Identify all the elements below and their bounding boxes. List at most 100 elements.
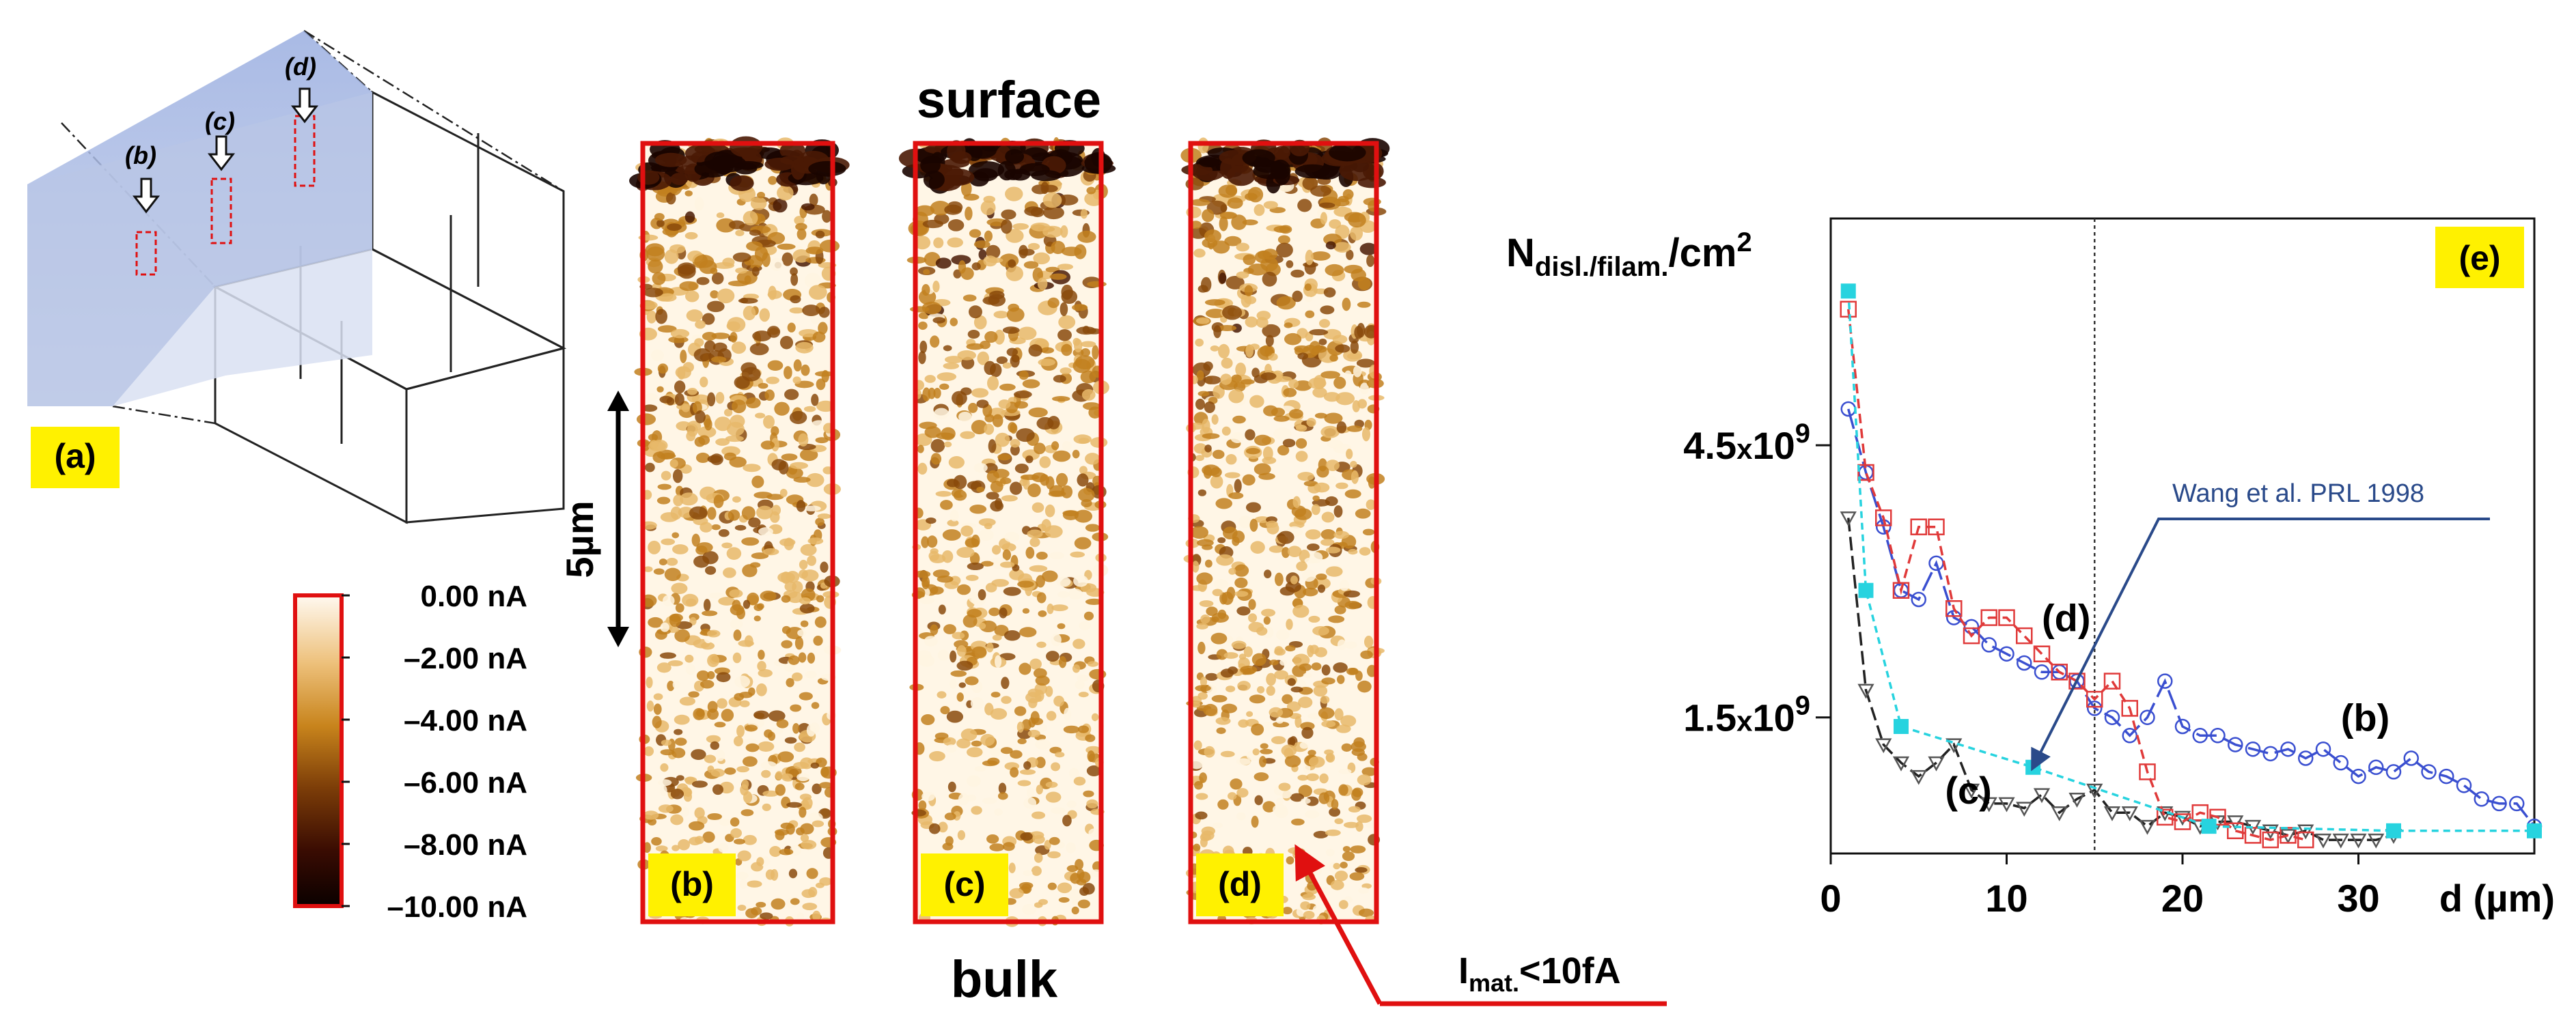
- map-speckle: [1075, 680, 1085, 690]
- map-speckle: [986, 834, 999, 844]
- map-speckle: [1027, 483, 1041, 498]
- map-speckle: [1034, 853, 1043, 863]
- map-speckle: [711, 272, 724, 285]
- data-point: [2210, 728, 2226, 744]
- map-speckle: [684, 211, 695, 223]
- map-speckle: [1338, 900, 1348, 909]
- map-speckle: [1010, 444, 1020, 456]
- map-speckle: [923, 170, 945, 189]
- map-speckle: [1215, 717, 1231, 725]
- data-point: [1857, 464, 1874, 481]
- map-speckle: [741, 506, 756, 520]
- map-speckle: [1355, 866, 1368, 873]
- map-speckle: [799, 559, 808, 570]
- map-speckle: [1195, 793, 1208, 800]
- map-speckle: [1055, 472, 1068, 487]
- map-speckle: [696, 277, 710, 285]
- map-speckle: [943, 345, 952, 352]
- map-speckle: [797, 629, 807, 637]
- map-speckle: [1359, 547, 1371, 556]
- map-speckle: [944, 356, 963, 364]
- map-speckle: [1275, 717, 1284, 724]
- map-speckle: [816, 378, 826, 391]
- x-tick-label: 0: [1820, 877, 1841, 920]
- map-speckle: [997, 792, 1008, 800]
- data-point: [2262, 824, 2279, 840]
- map-speckle: [1358, 908, 1374, 918]
- map-speckle: [777, 243, 796, 250]
- map-speckle: [1196, 539, 1214, 547]
- map-speckle: [689, 506, 708, 520]
- map-speckle: [1199, 772, 1207, 783]
- map-speckle: [653, 703, 662, 715]
- x-tick-label: 20: [2161, 877, 2204, 920]
- map-speckle: [1300, 901, 1311, 910]
- map-speckle: [1193, 843, 1201, 851]
- map-speckle: [1292, 496, 1301, 509]
- map-speckle: [1357, 399, 1368, 409]
- map-speckle: [695, 836, 704, 845]
- data-point: [1963, 783, 1980, 799]
- data-point: [2280, 741, 2296, 757]
- map-speckle: [750, 197, 767, 210]
- map-speckle: [956, 584, 971, 595]
- data-point: [1875, 738, 1892, 754]
- map-speckle: [1338, 195, 1349, 203]
- map-speckle: [699, 259, 717, 274]
- map-speckle: [920, 156, 941, 174]
- map-speckle: [1049, 836, 1060, 845]
- map-speckle: [684, 190, 693, 197]
- map-speckle: [722, 257, 735, 267]
- map-speckle: [984, 331, 998, 343]
- probe-arrow-c-icon: [207, 135, 236, 171]
- map-speckle: [1204, 299, 1225, 306]
- map-speckle: [1051, 441, 1060, 451]
- map-speckle: [715, 438, 730, 446]
- map-speckle: [958, 260, 967, 274]
- map-speckle: [768, 710, 786, 722]
- plot-area: [1829, 217, 2536, 855]
- map-speckle: [1300, 722, 1315, 731]
- map-speckle: [1294, 164, 1330, 179]
- map-speckle: [1011, 354, 1020, 363]
- map-speckle: [1321, 664, 1331, 676]
- map-speckle: [1204, 401, 1215, 413]
- map-speckle: [945, 744, 957, 753]
- map-speckle: [702, 831, 715, 843]
- map-speckle: [989, 843, 1005, 851]
- map-speckle: [1312, 495, 1320, 501]
- map-speckle: [786, 467, 803, 479]
- map-speckle: [795, 341, 814, 354]
- map-speckle: [646, 677, 653, 688]
- map-speckle: [935, 257, 952, 269]
- marker-label-c: (c): [205, 107, 235, 135]
- map-speckle: [1260, 257, 1279, 272]
- map-speckle: [1216, 554, 1234, 566]
- map-speckle: [969, 160, 1005, 179]
- map-speckle: [670, 789, 684, 800]
- map-speckle: [962, 294, 977, 302]
- map-speckle: [1342, 845, 1351, 853]
- map-speckle: [734, 675, 751, 688]
- map-speckle: [709, 592, 724, 599]
- map-speckle: [816, 595, 825, 603]
- scale-arrow-down-icon: [607, 627, 629, 647]
- map-speckle: [984, 423, 995, 435]
- map-speckle: [1016, 721, 1024, 733]
- map-speckle: [1340, 715, 1357, 727]
- map-speckle: [735, 229, 745, 237]
- map-speckle: [1333, 242, 1351, 253]
- map-speckle: [1072, 664, 1081, 673]
- map-speckle: [1260, 345, 1273, 357]
- map-speckle: [1217, 799, 1229, 810]
- map-speckle: [726, 321, 740, 331]
- map-speckle: [1316, 573, 1327, 580]
- map-speckle: [733, 630, 742, 641]
- map-speckle: [1286, 856, 1294, 865]
- map-speckle: [1357, 301, 1371, 308]
- map-speckle: [1203, 376, 1221, 384]
- map-speckle: [1286, 619, 1293, 630]
- map-speckle: [655, 845, 668, 852]
- map-speckle: [1336, 421, 1347, 434]
- map-speckle: [918, 350, 926, 365]
